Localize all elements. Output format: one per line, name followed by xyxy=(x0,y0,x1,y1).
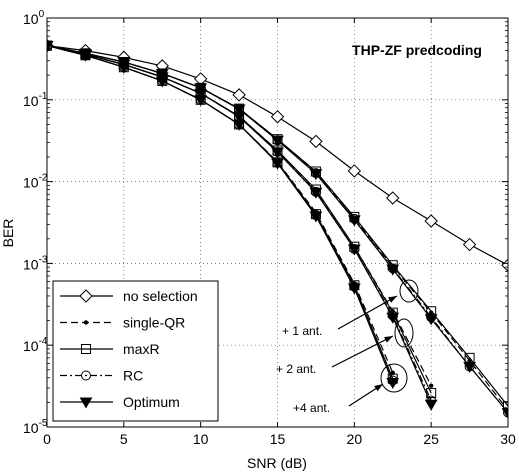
legend-marker-circle xyxy=(81,370,91,381)
y-axis-label: BER xyxy=(0,219,16,248)
y-tick-label-1e0: 100 xyxy=(23,9,45,27)
annotation-circle-1 xyxy=(394,318,414,348)
annotation-arrowhead-2 xyxy=(374,384,383,392)
y-tick-label-1e-5: 10-5 xyxy=(23,418,48,436)
x-tick-label-20: 20 xyxy=(347,431,363,447)
tick-labels: 0 5 10 15 20 25 30 100 10-1 10-2 10-3 10-4 10-5 xyxy=(23,9,516,447)
data-point-g2-triangle-7 xyxy=(309,187,323,199)
data-point-g0-diamond-11 xyxy=(462,237,477,252)
y-tick-label-1e-3: 10-3 xyxy=(23,254,48,272)
legend-marker-triangle xyxy=(79,397,93,409)
data-point-g0-diamond-9 xyxy=(386,191,400,205)
data-point-g3-triangle-9 xyxy=(386,377,400,389)
data-point-g3-triangle-7 xyxy=(309,211,323,223)
data-point-g3-triangle-3 xyxy=(155,76,169,88)
x-tick-label-25: 25 xyxy=(423,431,439,447)
data-point-g3-circle-0 xyxy=(47,40,52,51)
x-tick-label-15: 15 xyxy=(270,431,286,447)
legend: no selection single-QR maxR RC Optimum xyxy=(52,280,219,422)
data-point-g1-triangle-12 xyxy=(501,408,508,420)
legend-label-1: single-QR xyxy=(123,315,185,331)
data-point-g1-square-12 xyxy=(503,401,508,412)
data-point-g0-diamond-6 xyxy=(270,110,285,124)
data-point-g1-triangle-11 xyxy=(463,361,476,373)
y-tick-label-1e-4: 10-4 xyxy=(23,336,48,354)
legend-label-4: Optimum xyxy=(123,394,180,410)
data-point-g2-triangle-5 xyxy=(232,112,246,124)
x-tick-label-5: 5 xyxy=(120,431,128,447)
data-point-g3-triangle-1 xyxy=(79,50,92,62)
legend-marker-diamond xyxy=(79,289,93,303)
annotation-label-1: + 2 ant. xyxy=(276,362,316,376)
data-point-g2-square-10 xyxy=(426,388,437,399)
x-tick-label-10: 10 xyxy=(193,431,209,447)
data-point-g0-diamond-10 xyxy=(424,214,438,228)
x-tick-label-0: 0 xyxy=(43,431,51,447)
x-tick-label-30: 30 xyxy=(500,431,516,447)
annotation-arrow-0 xyxy=(337,295,398,330)
data-point-g3-triangle-5 xyxy=(232,119,246,131)
data-point-g1-triangle-9 xyxy=(386,264,400,276)
data-point-g2-triangle-8 xyxy=(347,244,361,256)
data-point-g2-triangle-6 xyxy=(271,147,284,159)
legend-label-0: no selection xyxy=(123,288,198,304)
data-point-g0-diamond-8 xyxy=(347,164,362,178)
data-point-g1-triangle-5 xyxy=(232,104,246,116)
legend-label-3: RC xyxy=(123,368,143,384)
series-line-g3-triangle xyxy=(47,45,394,383)
y-tick-label-1e-1: 10-1 xyxy=(23,91,48,109)
annotation-circle-0 xyxy=(399,279,419,303)
legend-marker-square xyxy=(81,344,91,354)
series-markers xyxy=(47,38,508,420)
data-point-g2-triangle-10 xyxy=(424,399,438,411)
annotation-arrowhead-0 xyxy=(388,296,397,303)
annotation-arrow-1 xyxy=(331,335,394,368)
data-point-g3-triangle-6 xyxy=(271,158,284,170)
data-point-g3-triangle-8 xyxy=(347,283,361,295)
annotation-circle-2 xyxy=(380,363,408,393)
data-point-g0-diamond-5 xyxy=(232,88,246,102)
data-point-g3-triangle-4 xyxy=(194,95,208,107)
axes xyxy=(46,17,509,428)
legend-label-2: maxR xyxy=(123,341,160,357)
data-point-g1-triangle-10 xyxy=(424,314,438,326)
data-point-g0-diamond-7 xyxy=(309,134,323,149)
annotation-arrowhead-1 xyxy=(384,336,393,343)
annotation-label-2: +4 ant. xyxy=(293,401,330,415)
data-point-g2-dot-10 xyxy=(428,383,434,388)
data-point-g1-triangle-8 xyxy=(347,215,361,227)
legend-marker-dot xyxy=(83,320,89,325)
data-point-g1-triangle-7 xyxy=(309,169,323,181)
data-point-g1-triangle-6 xyxy=(271,135,284,147)
data-point-g2-triangle-4 xyxy=(194,88,208,100)
y-tick-label-1e-2: 10-2 xyxy=(23,173,48,191)
x-axis-label: SNR (dB) xyxy=(247,455,307,471)
data-point-g2-triangle-9 xyxy=(386,312,400,324)
chart-title: THP-ZF predcoding xyxy=(352,42,482,58)
annotations: + 1 ant. + 2 ant. +4 ant. xyxy=(276,279,419,415)
data-point-g3-triangle-0 xyxy=(47,41,54,53)
data-point-g3-triangle-2 xyxy=(117,62,131,74)
data-point-g1-circle-12 xyxy=(503,407,508,418)
annotation-label-0: + 1 ant. xyxy=(282,324,322,338)
